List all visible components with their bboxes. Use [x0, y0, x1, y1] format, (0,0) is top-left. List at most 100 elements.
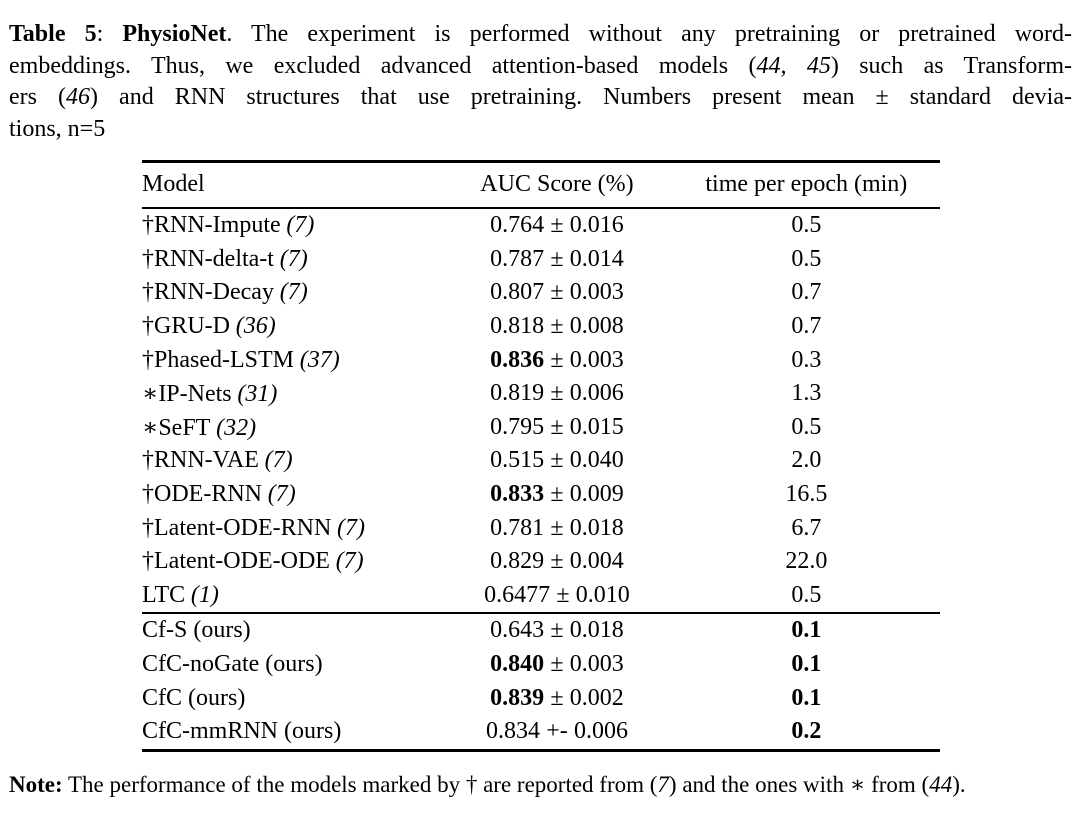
caption-text: ) such as Transform- [830, 52, 1072, 79]
auc-plus-minus: +- [546, 718, 568, 745]
model-cell: ∗SeFT (32) [142, 411, 441, 445]
time-value: 0.3 [791, 346, 822, 373]
model-cell: †Latent-ODE-RNN (7) [142, 511, 441, 545]
footnote-text: ) and the ones with ∗ from ( [668, 772, 930, 797]
model-cell: CfC-mmRNN (ours) [142, 715, 441, 750]
table-row: †RNN-Decay (7) 0.807 ±0.003 0.7 [142, 276, 940, 310]
model-name: †RNN-Impute [142, 212, 281, 239]
auc-cell: 0.840 ±0.003 [441, 648, 672, 682]
time-cell: 0.5 [673, 579, 940, 614]
time-cell: 16.5 [673, 478, 940, 512]
model-cell: †RNN-Impute (7) [142, 208, 441, 243]
time-value: 16.5 [785, 481, 828, 508]
table-row: †Phased-LSTM (37) 0.836 ±0.003 0.3 [142, 343, 940, 377]
table-row: †GRU-D (36) 0.818 ±0.008 0.7 [142, 310, 940, 344]
model-citation: (7) [279, 245, 308, 272]
table-row: CfC (ours) 0.839 ±0.002 0.1 [142, 681, 940, 715]
auc-mean: 0.643 [490, 617, 545, 644]
model-name: †Latent-ODE-RNN [142, 514, 332, 541]
time-value: 0.5 [791, 212, 822, 239]
table-caption: Table 5: PhysioNet. The experiment is pe… [9, 19, 1072, 145]
model-name: †Phased-LSTM [142, 346, 294, 373]
caption-citation: 46 [66, 84, 91, 110]
time-value: 1.3 [791, 380, 822, 407]
time-value: 0.5 [791, 245, 822, 272]
model-name: ∗IP-Nets [142, 381, 232, 408]
model-name: †Latent-ODE-ODE [142, 548, 330, 575]
header-row: Model AUC Score (%) time per epoch (min) [142, 161, 940, 209]
auc-plus-minus: ± [550, 617, 564, 644]
table-row: ∗IP-Nets (31) 0.819 ±0.006 1.3 [142, 377, 940, 411]
auc-cell: 0.818 ±0.008 [441, 310, 672, 344]
model-cell: †RNN-Decay (7) [142, 276, 441, 310]
model-name: Cf-S (ours) [142, 617, 251, 644]
time-value: 0.7 [791, 313, 822, 340]
model-name: †ODE-RNN [142, 481, 262, 508]
caption-citation: 44, 45 [756, 52, 831, 79]
auc-cell: 0.829 ±0.004 [441, 545, 672, 579]
auc-std: 0.006 [569, 380, 624, 407]
auc-std: 0.010 [575, 581, 630, 608]
time-value: 6.7 [791, 514, 822, 541]
table-body: †RNN-Impute (7) 0.764 ±0.016 0.5 †RNN-delt… [142, 208, 940, 750]
time-cell: 2.0 [673, 444, 940, 478]
auc-std: 0.016 [569, 212, 624, 239]
time-value: 2.0 [791, 447, 822, 474]
auc-std: 0.018 [569, 617, 624, 644]
auc-cell: 0.781 ±0.018 [441, 511, 672, 545]
auc-cell: 0.836 ±0.003 [441, 343, 672, 377]
auc-std: 0.015 [569, 413, 624, 440]
auc-std: 0.003 [569, 279, 624, 306]
auc-plus-minus: ± [550, 684, 564, 711]
results-table-container: Model AUC Score (%) time per epoch (min)… [142, 160, 940, 752]
table-row: LTC (1) 0.6477 ±0.010 0.5 [142, 579, 940, 614]
model-citation: (7) [279, 279, 308, 306]
auc-mean: 0.818 [490, 313, 545, 340]
auc-cell: 0.764 ±0.016 [441, 208, 672, 243]
caption-line: Table 5: PhysioNet. The experiment is pe… [9, 19, 1072, 51]
col-header-auc-score: AUC Score (%) [441, 161, 673, 209]
auc-cell: 0.6477 ±0.010 [441, 579, 672, 614]
caption-bold-text: Table 5 [9, 21, 97, 47]
auc-plus-minus: ± [550, 212, 564, 239]
auc-plus-minus: ± [556, 581, 570, 608]
model-cell: †GRU-D (36) [142, 310, 441, 344]
model-name: †GRU-D [142, 313, 230, 340]
time-value: 0.5 [791, 581, 822, 608]
model-citation: (7) [286, 212, 315, 239]
auc-std: 0.008 [569, 313, 624, 340]
time-cell: 0.5 [673, 243, 940, 277]
caption-line: ers (46) and RNN structures that use pre… [9, 82, 1072, 114]
auc-plus-minus: ± [550, 481, 564, 508]
table-row: †ODE-RNN (7) 0.833 ±0.009 16.5 [142, 478, 940, 512]
footnote-text: ). [952, 772, 966, 797]
model-citation: (31) [237, 381, 278, 408]
model-cell: LTC (1) [142, 579, 441, 614]
auc-std: 0.006 [573, 718, 628, 745]
auc-mean: 0.795 [490, 413, 545, 440]
model-cell: †RNN-VAE (7) [142, 444, 441, 478]
time-cell: 0.7 [673, 276, 940, 310]
model-cell: ∗IP-Nets (31) [142, 377, 441, 411]
auc-mean: 0.840 [490, 651, 545, 678]
model-citation: (36) [235, 313, 276, 340]
table-row: Cf-S (ours) 0.643 ±0.018 0.1 [142, 612, 940, 648]
auc-cell: 0.515 ±0.040 [441, 444, 672, 478]
model-name: CfC-mmRNN (ours) [142, 718, 342, 745]
model-name: ∗SeFT [142, 414, 211, 441]
time-value: 0.5 [791, 413, 822, 440]
model-citation: (7) [267, 481, 296, 508]
model-name: LTC [142, 581, 186, 608]
auc-std: 0.018 [569, 514, 624, 541]
caption-text: ) and RNN structures that use pretrainin… [90, 84, 1072, 110]
auc-mean: 0.836 [490, 346, 545, 373]
time-value: 0.7 [791, 279, 822, 306]
auc-mean: 0.834 [485, 718, 540, 745]
model-citation: (7) [337, 514, 366, 541]
model-name: †RNN-VAE [142, 447, 259, 474]
footnote-citation: 44 [929, 772, 953, 797]
auc-cell: 0.787 ±0.014 [441, 243, 672, 277]
table-row: CfC-noGate (ours) 0.840 ±0.003 0.1 [142, 648, 940, 682]
table-row: †Latent-ODE-ODE (7) 0.829 ±0.004 22.0 [142, 545, 940, 579]
table-header: Model AUC Score (%) time per epoch (min) [142, 161, 940, 209]
